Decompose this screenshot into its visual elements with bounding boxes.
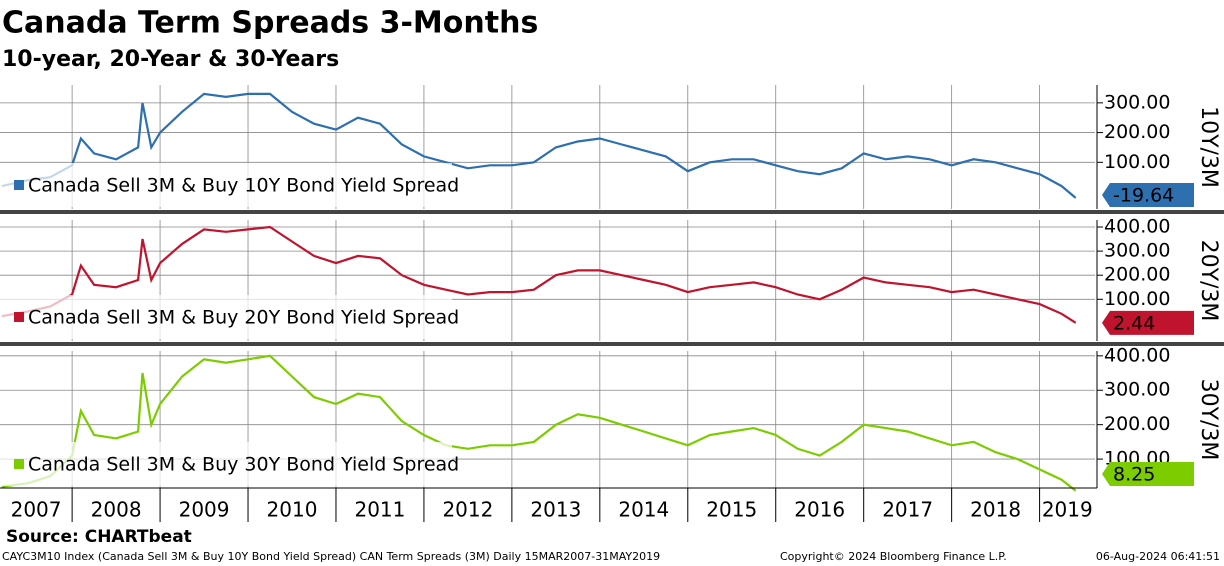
y-tick-label: 200.00 (1104, 413, 1170, 435)
y-tick-label: 300.00 (1104, 91, 1170, 113)
x-tick-label: 2017 (882, 498, 933, 522)
series-line (1, 225, 1077, 324)
y-tick-label: 400.00 (1104, 215, 1170, 237)
footer-center: Copyright© 2024 Bloomberg Finance L.P. (780, 550, 1007, 563)
y-axis-label: 20Y/3M (1196, 240, 1221, 322)
legend-box (0, 295, 452, 339)
x-tick-label: 2014 (618, 498, 669, 522)
y-tick-label: 200.00 (1104, 264, 1170, 286)
y-axis-label: 10Y/3M (1196, 106, 1221, 188)
legend-box (0, 163, 452, 207)
x-tick-label: 2015 (706, 498, 757, 522)
x-tick-label: 2007 (11, 498, 62, 522)
panel-divider (0, 210, 1224, 214)
series-line (1, 92, 1077, 199)
legend: Canada Sell 3M & Buy 10Y Bond Yield Spre… (0, 163, 459, 207)
y-tick-label: 400.00 (1104, 344, 1170, 366)
chart-subtitle: 10-year, 20-Year & 30-Years (2, 47, 339, 72)
y-tick-label: 200.00 (1104, 121, 1170, 143)
y-tick-label: 100.00 (1104, 151, 1170, 173)
legend-swatch (14, 312, 24, 322)
y-tick-label: 300.00 (1104, 379, 1170, 401)
x-tick-label: 2019 (1042, 498, 1093, 522)
last-value-label: 2.44 (1113, 312, 1155, 334)
legend-swatch (14, 459, 24, 469)
legend-label: Canada Sell 3M & Buy 20Y Bond Yield Spre… (28, 307, 459, 329)
last-value-box (1102, 310, 1194, 335)
x-tick-label: 2008 (91, 498, 142, 522)
x-tick-label: 2010 (267, 498, 318, 522)
legend: Canada Sell 3M & Buy 20Y Bond Yield Spre… (0, 295, 459, 339)
source: Source: CHARTbeat (6, 527, 192, 547)
panel-divider (0, 342, 1224, 346)
legend: Canada Sell 3M & Buy 30Y Bond Yield Spre… (0, 442, 459, 486)
last-value-box (1102, 462, 1194, 486)
series-line (1, 354, 1077, 492)
last-value-label: 8.25 (1113, 464, 1155, 486)
y-tick-label: 300.00 (1104, 240, 1170, 262)
footer-left: CAYC3M10 Index (Canada Sell 3M & Buy 10Y… (2, 550, 660, 563)
x-tick-label: 2013 (530, 498, 581, 522)
footer-right: 06-Aug-2024 06:41:51 (1096, 550, 1220, 563)
legend-label: Canada Sell 3M & Buy 10Y Bond Yield Spre… (28, 175, 459, 197)
legend-box (0, 442, 452, 486)
x-tick-label: 2016 (794, 498, 845, 522)
chart-title: Canada Term Spreads 3-Months (2, 6, 538, 41)
last-value-box (1102, 183, 1194, 207)
x-tick-label: 2012 (442, 498, 493, 522)
x-tick-label: 2018 (970, 498, 1021, 522)
x-tick-label: 2011 (354, 498, 405, 522)
x-tick-label: 2009 (179, 498, 230, 522)
y-tick-label: 100.00 (1104, 288, 1170, 310)
y-axis-label: 30Y/3M (1196, 379, 1221, 461)
legend-label: Canada Sell 3M & Buy 30Y Bond Yield Spre… (28, 454, 459, 476)
last-value-label: -19.64 (1113, 185, 1174, 207)
legend-swatch (14, 180, 24, 190)
